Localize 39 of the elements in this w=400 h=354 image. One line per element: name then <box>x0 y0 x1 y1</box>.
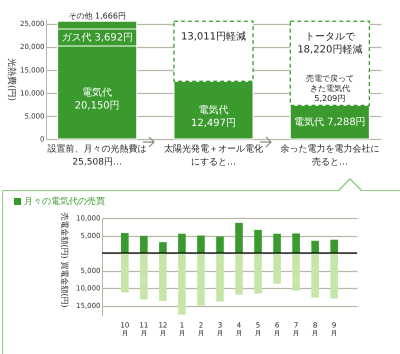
bar <box>216 236 224 253</box>
x-tick-label: 設置前、月々の光熱費は 25,508円… <box>48 144 147 168</box>
bar <box>216 253 224 302</box>
bar <box>178 253 186 315</box>
bar <box>140 253 148 300</box>
bar <box>197 253 205 306</box>
bar <box>178 234 186 253</box>
data-label: 電気代 20,150円 <box>74 88 120 112</box>
bar <box>121 233 129 253</box>
bar <box>292 233 300 253</box>
x-tick-label: 太陽光発電＋オール電化にすると… <box>164 144 263 168</box>
data-label: 13,011円軽減 <box>181 30 246 42</box>
bar <box>311 253 319 298</box>
bar <box>159 242 167 253</box>
bar <box>311 240 319 253</box>
data-label: トータルで18,220円軽減 <box>297 31 362 56</box>
data-label: 電気代 7,288円 <box>294 117 366 128</box>
bar <box>235 253 243 295</box>
bar <box>159 253 167 301</box>
bar <box>273 234 281 253</box>
bar <box>197 236 205 253</box>
bar <box>330 240 338 253</box>
data-label: その他 1,666円 <box>68 11 126 20</box>
bar <box>254 253 262 294</box>
bar <box>121 253 129 293</box>
y2-axis-title: 買電金額(円) <box>60 261 69 308</box>
bar <box>140 236 148 253</box>
bar <box>292 253 300 291</box>
chart-title: 月々の電気代の売買 <box>24 196 105 208</box>
bar <box>254 230 262 253</box>
bar <box>235 222 243 253</box>
x-tick-label: 余った電力を電力会社に売ると… <box>280 144 380 168</box>
data-label: 電気代 12,497円 <box>191 105 236 130</box>
bar <box>330 253 338 298</box>
data-label: ガス代 3,692円 <box>61 32 134 44</box>
bar <box>273 253 281 284</box>
annotation: 売電で戻ってきた電気代5,209円 <box>306 74 354 103</box>
y-axis-title: 光熱費(円) <box>6 58 18 102</box>
y-axis-title: 売電金額(円) <box>60 212 69 259</box>
